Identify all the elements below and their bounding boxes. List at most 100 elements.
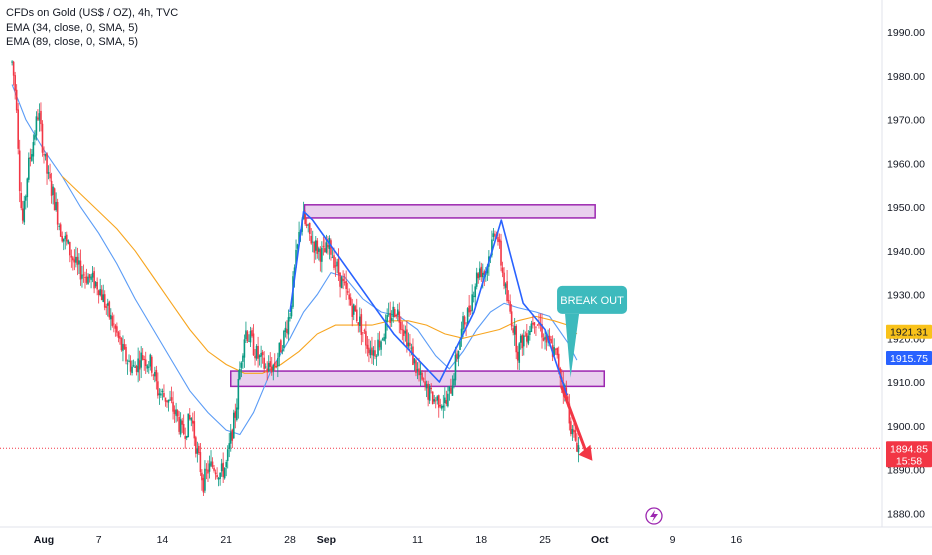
candle-body xyxy=(173,409,176,415)
pattern-line xyxy=(289,210,568,396)
candle-body xyxy=(366,344,369,349)
candle-body xyxy=(184,436,187,439)
candle-body xyxy=(146,365,149,369)
y-tick-label: 1940.00 xyxy=(887,246,925,258)
candle-body xyxy=(93,271,95,289)
candle-body xyxy=(527,335,530,344)
candle-body xyxy=(58,225,60,227)
candle-body xyxy=(154,372,156,377)
candle-body xyxy=(427,383,429,400)
candle-body xyxy=(73,259,76,263)
y-tick-label: 1980.00 xyxy=(887,71,925,83)
candle-body xyxy=(371,347,373,356)
candle-body xyxy=(447,393,449,407)
candle-body xyxy=(351,305,354,317)
candle-body xyxy=(393,309,396,317)
candle-body xyxy=(266,368,268,373)
candle-body xyxy=(90,276,92,280)
candle-body xyxy=(232,412,235,439)
candle-body xyxy=(172,401,174,412)
candle-body xyxy=(494,233,496,237)
candle-body xyxy=(273,362,276,367)
candle-body xyxy=(377,339,379,356)
candle-body xyxy=(409,342,411,346)
candle-body xyxy=(384,320,387,339)
candle-body xyxy=(211,461,214,468)
candle-body xyxy=(65,234,68,242)
candle-body xyxy=(556,347,558,356)
candle-body xyxy=(187,413,190,438)
candle-body xyxy=(305,224,308,227)
candle-body xyxy=(135,365,138,372)
candle-body xyxy=(513,326,516,335)
candle-body xyxy=(199,452,202,473)
candle-body xyxy=(392,306,395,318)
candle-body xyxy=(38,113,41,121)
candle-body xyxy=(202,477,205,493)
candle-body xyxy=(425,384,428,389)
price-label-box xyxy=(886,441,932,468)
candle-body xyxy=(129,360,132,372)
candle-body xyxy=(418,368,420,376)
candle-body xyxy=(161,390,164,393)
candle-body xyxy=(444,397,446,404)
candle-body xyxy=(434,400,437,402)
candle-body xyxy=(474,286,477,298)
candle-body xyxy=(106,303,109,306)
candle-body xyxy=(111,316,114,326)
candle-body xyxy=(20,193,23,209)
candle-body xyxy=(117,332,120,338)
candle-body xyxy=(164,397,167,402)
candle-body xyxy=(234,411,237,418)
price-label: 1921.31 xyxy=(890,327,928,339)
candle-body xyxy=(204,468,206,491)
candle-body xyxy=(387,313,390,315)
callout-pointer xyxy=(565,313,580,378)
candle-body xyxy=(205,469,208,471)
candle-body xyxy=(372,350,375,356)
candle-body xyxy=(166,400,168,403)
candle-body xyxy=(415,360,417,374)
candle-body xyxy=(422,378,425,380)
candle-body xyxy=(406,329,408,348)
down-arrow-shaft xyxy=(560,385,588,454)
candle-body xyxy=(125,346,127,362)
x-tick-label: 16 xyxy=(731,534,743,546)
candle-body xyxy=(217,477,220,480)
candle-body xyxy=(445,400,448,404)
candle-body xyxy=(413,358,416,364)
candle-body xyxy=(544,336,546,340)
candle-body xyxy=(181,420,183,425)
candle-body xyxy=(190,418,193,421)
candle-body xyxy=(536,324,539,326)
candle-body xyxy=(550,339,552,344)
candle-body xyxy=(345,281,347,290)
candle-body xyxy=(254,355,256,359)
candle-body xyxy=(155,369,158,382)
candle-body xyxy=(431,391,434,405)
candle-body xyxy=(424,381,426,386)
candle-body xyxy=(26,178,29,198)
candle-body xyxy=(442,405,445,408)
candle-body xyxy=(545,334,548,343)
candle-body xyxy=(538,322,540,325)
x-tick-label: 25 xyxy=(539,534,551,546)
candle-body xyxy=(468,305,470,313)
candle-body xyxy=(521,335,524,349)
candle-body xyxy=(570,421,572,435)
candle-body xyxy=(239,369,241,380)
candle-body xyxy=(91,272,94,278)
lightning-icon[interactable] xyxy=(645,507,663,525)
candle-body xyxy=(210,461,212,466)
candle-body xyxy=(132,365,135,367)
candle-body xyxy=(343,281,346,283)
candle-body xyxy=(82,274,85,276)
ema89-line xyxy=(61,176,578,374)
candle-body xyxy=(290,305,293,317)
candle-body xyxy=(37,117,39,120)
countdown-label: 15:58 xyxy=(896,455,922,467)
candle-body xyxy=(100,289,103,300)
candle-body xyxy=(383,337,385,341)
